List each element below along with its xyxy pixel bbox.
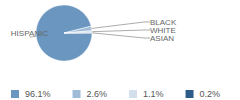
svg-text:HISPANIC: HISPANIC <box>11 29 48 38</box>
svg-text:2.6%: 2.6% <box>87 89 108 99</box>
svg-text:96.1%: 96.1% <box>25 89 51 99</box>
svg-text:WHITE: WHITE <box>150 25 176 35</box>
svg-text:0.2%: 0.2% <box>200 89 221 99</box>
svg-text:BLACK: BLACK <box>150 17 177 27</box>
svg-text:ASIAN: ASIAN <box>150 34 174 43</box>
svg-text:1.1%: 1.1% <box>143 89 164 99</box>
